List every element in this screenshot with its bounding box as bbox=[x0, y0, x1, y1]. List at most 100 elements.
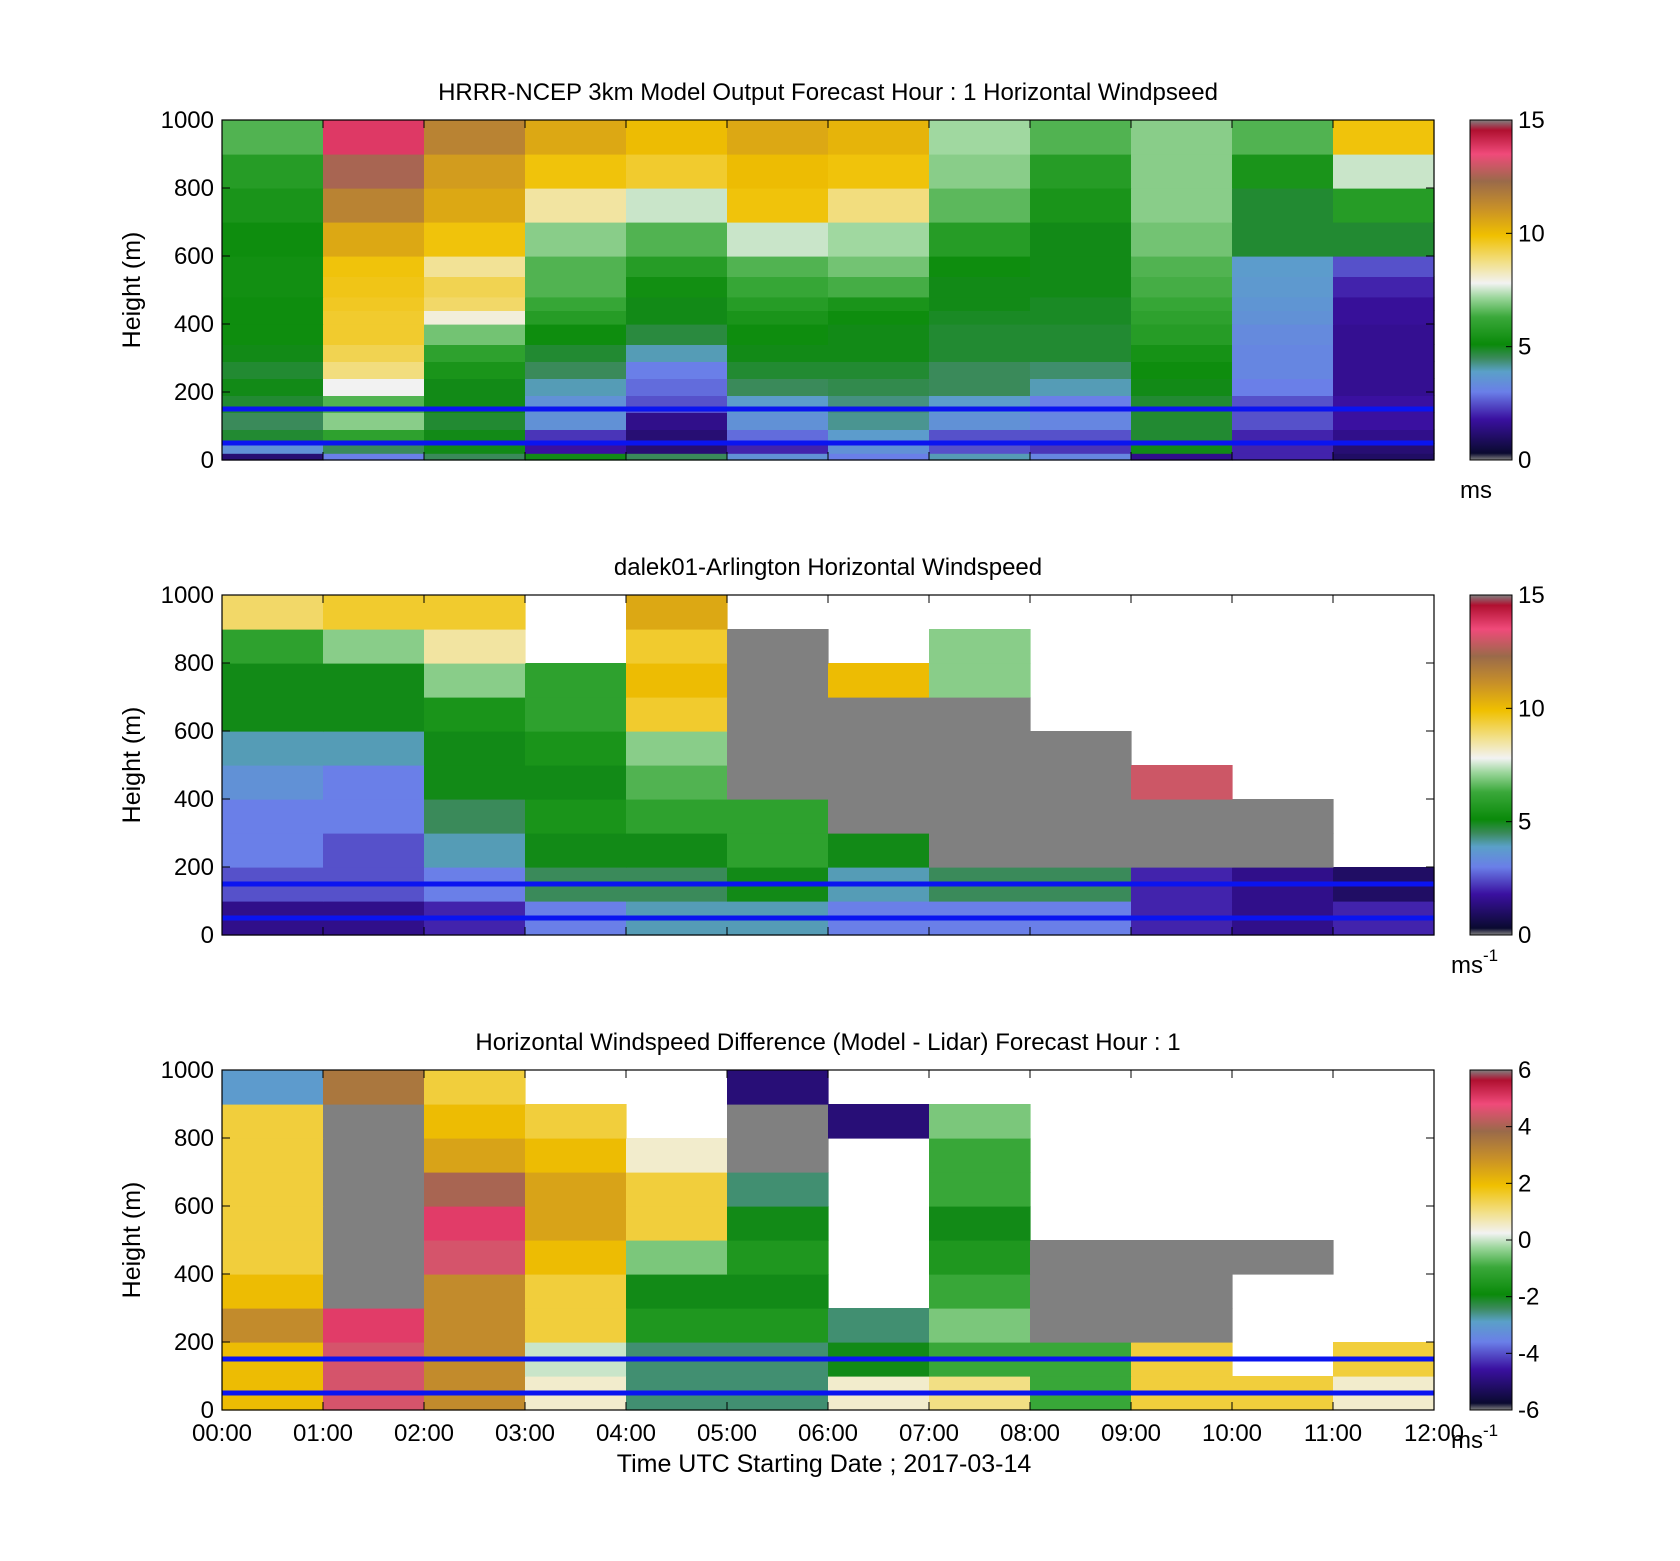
heatmap-cell bbox=[727, 188, 829, 223]
heatmap-cell bbox=[727, 1070, 829, 1105]
heatmap-cell bbox=[727, 443, 829, 454]
heatmap-cell bbox=[727, 453, 829, 461]
heatmap-cell bbox=[1030, 453, 1132, 461]
heatmap-cell bbox=[727, 296, 829, 311]
heatmap-cell bbox=[323, 222, 425, 257]
heatmap-cell bbox=[727, 1172, 829, 1207]
heatmap-cell bbox=[1030, 429, 1132, 444]
heatmap-cell bbox=[525, 361, 627, 379]
heatmap-cell bbox=[626, 1138, 728, 1173]
heatmap-cell bbox=[828, 324, 930, 345]
heatmap-cell bbox=[323, 1206, 425, 1241]
y-tick-label: 600 bbox=[174, 1193, 214, 1220]
heatmap-cell bbox=[828, 429, 930, 444]
heatmap-cell bbox=[626, 276, 728, 298]
heatmap-cell bbox=[222, 1104, 324, 1139]
heatmap-cell bbox=[626, 310, 728, 325]
heatmap-cell bbox=[929, 765, 1031, 800]
heatmap-cell bbox=[1232, 443, 1334, 454]
colorbar-unit: ms-1 bbox=[1451, 946, 1498, 979]
heatmap-cell bbox=[929, 310, 1031, 325]
heatmap-cell bbox=[1131, 222, 1233, 257]
y-tick-label: 600 bbox=[174, 243, 214, 270]
heatmap-cell bbox=[1232, 222, 1334, 257]
heatmap-cell bbox=[626, 324, 728, 345]
heatmap-cell bbox=[525, 412, 627, 430]
heatmap-cell bbox=[929, 296, 1031, 311]
heatmap-cell bbox=[424, 799, 526, 834]
heatmap-cell bbox=[1030, 799, 1132, 834]
heatmap-cell bbox=[1232, 1240, 1334, 1275]
heatmap-cell bbox=[222, 663, 324, 698]
heatmap-cell bbox=[1030, 1274, 1132, 1309]
heatmap-cell bbox=[828, 120, 930, 155]
colorbar-tick-label: 0 bbox=[1518, 1227, 1531, 1254]
heatmap-cell bbox=[929, 1308, 1031, 1343]
heatmap-cell bbox=[929, 344, 1031, 362]
heatmap-cell bbox=[222, 443, 324, 454]
heatmap-cell bbox=[929, 799, 1031, 834]
heatmap-cell bbox=[626, 1308, 728, 1343]
heatmap-cell bbox=[424, 188, 526, 223]
heatmap-cell bbox=[727, 429, 829, 444]
heatmap-cell bbox=[424, 276, 526, 298]
heatmap-cell bbox=[525, 1138, 627, 1173]
heatmap-cell bbox=[1232, 296, 1334, 311]
heatmap-cell bbox=[1131, 412, 1233, 430]
heatmap-cell bbox=[525, 154, 627, 189]
heatmap-cell bbox=[323, 731, 425, 766]
heatmap-cell bbox=[929, 629, 1031, 664]
heatmap-cell bbox=[1333, 443, 1435, 454]
heatmap-cell bbox=[424, 1240, 526, 1275]
heatmap-cell bbox=[323, 663, 425, 698]
heatmap-cell bbox=[727, 344, 829, 362]
heatmap-cell bbox=[626, 595, 728, 630]
heatmap-cell bbox=[626, 731, 728, 766]
heatmap-cell bbox=[1232, 310, 1334, 325]
heatmap-cell bbox=[929, 453, 1031, 461]
heatmap-cell bbox=[323, 256, 425, 277]
heatmap-cell bbox=[1131, 429, 1233, 444]
heatmap-cell bbox=[1131, 296, 1233, 311]
heatmap-cell bbox=[222, 799, 324, 834]
heatmap-cell bbox=[727, 1206, 829, 1241]
heatmap-cell bbox=[626, 833, 728, 868]
colorbar-tick-label: 5 bbox=[1518, 334, 1531, 361]
y-tick-label: 800 bbox=[174, 175, 214, 202]
heatmap-cell bbox=[727, 256, 829, 277]
heatmap-cell bbox=[727, 276, 829, 298]
heatmap-cell bbox=[1232, 120, 1334, 155]
y-tick-label: 400 bbox=[174, 1261, 214, 1288]
heatmap-cell bbox=[929, 256, 1031, 277]
heatmap-cell bbox=[222, 378, 324, 396]
heatmap-cell bbox=[424, 378, 526, 396]
heatmap-cell bbox=[323, 453, 425, 461]
y-tick-label: 600 bbox=[174, 718, 214, 745]
y-tick-label: 1000 bbox=[161, 1057, 214, 1084]
heatmap-cell bbox=[424, 765, 526, 800]
heatmap-cell bbox=[323, 595, 425, 630]
heatmap-cell bbox=[525, 378, 627, 396]
heatmap-cell bbox=[626, 1172, 728, 1207]
heatmap-cell bbox=[929, 222, 1031, 257]
colorbar-tick-label: 2 bbox=[1518, 1170, 1531, 1197]
heatmap-cell bbox=[1131, 256, 1233, 277]
heatmap-cell bbox=[828, 731, 930, 766]
heatmap-cell bbox=[323, 1172, 425, 1207]
heatmap-cell bbox=[222, 833, 324, 868]
heatmap-cell bbox=[727, 1104, 829, 1139]
heatmap-cell bbox=[1131, 276, 1233, 298]
chart-title: HRRR-NCEP 3km Model Output Forecast Hour… bbox=[438, 79, 1218, 106]
heatmap-cell bbox=[424, 1070, 526, 1105]
heatmap-cell bbox=[929, 731, 1031, 766]
x-tick-label: 08:00 bbox=[1000, 1420, 1060, 1447]
heatmap-cell bbox=[626, 296, 728, 311]
y-tick-label: 0 bbox=[201, 922, 214, 949]
heatmap-cell bbox=[727, 1138, 829, 1173]
heatmap-cell bbox=[727, 222, 829, 257]
y-axis-label: Height (m) bbox=[118, 707, 146, 824]
colorbar-unit: ms-1 bbox=[1451, 1421, 1498, 1454]
heatmap-cell bbox=[222, 324, 324, 345]
heatmap-cell bbox=[929, 1206, 1031, 1241]
